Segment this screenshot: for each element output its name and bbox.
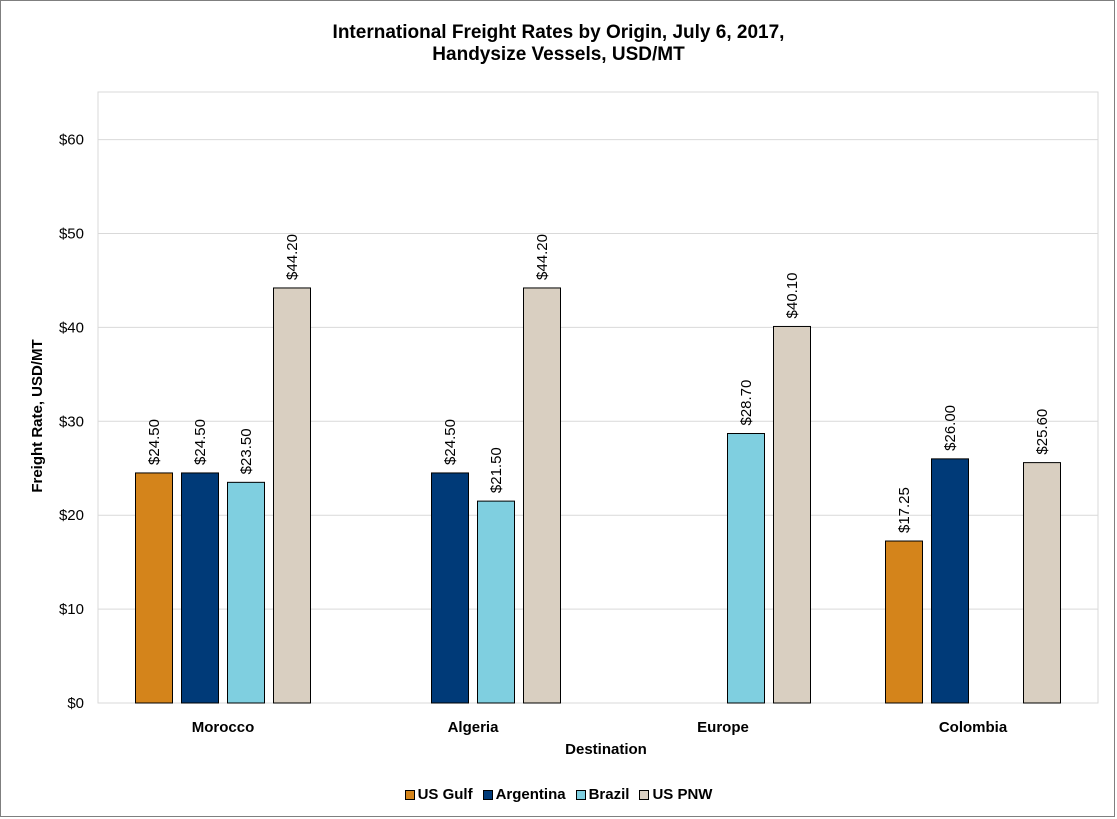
y-tick-label: $30: [59, 413, 84, 430]
y-tick-label: $0: [67, 695, 84, 712]
y-tick-label: $40: [59, 319, 84, 336]
data-label: $44.20: [284, 234, 301, 280]
y-tick-label: $20: [59, 507, 84, 524]
bar-us-gulf-colombia: [885, 540, 923, 704]
x-category-label: Morocco: [192, 719, 255, 736]
chart-title-line2: Handysize Vessels, USD/MT: [432, 44, 685, 65]
chart-title-line1: International Freight Rates by Origin, J…: [332, 22, 785, 43]
bar-brazil-algeria: [477, 500, 515, 704]
bar-us-pnw-colombia: [1023, 462, 1061, 704]
data-label: $24.50: [442, 419, 459, 465]
bar-us-pnw-morocco: [273, 287, 311, 704]
bar-brazil-morocco: [227, 481, 265, 704]
data-label: $40.10: [784, 273, 801, 319]
x-axis-label: Destination: [565, 741, 647, 758]
bar-chart: $0$10$20$30$40$50$60 $24.50 $24.50 $23.50$…: [29, 91, 1099, 758]
y-tick-labels: $0 $10 $20 $30 $40 $50 $60: [59, 132, 84, 712]
legend: US Gulf Argentina Brazil US PNW: [0, 786, 1117, 803]
data-label: $28.70: [738, 380, 755, 426]
data-label: $24.50: [192, 419, 209, 465]
legend-label: US PNW: [652, 786, 713, 803]
legend-item: US PNW: [639, 786, 712, 803]
y-tick-label: $60: [59, 132, 84, 149]
y-tick-label: $10: [59, 601, 84, 618]
legend-label: Brazil: [588, 786, 630, 803]
legend-item: US Gulf: [404, 786, 473, 803]
bar-argentina-morocco: [181, 472, 219, 704]
data-label: $26.00: [942, 405, 959, 451]
bar-brazil-europe: [727, 433, 765, 704]
data-labels: $24.50 $24.50 $23.50 $44.20 $24.50 $21.50 $44.…: [146, 234, 1051, 533]
legend-swatch: [639, 789, 650, 800]
x-category-label: Colombia: [939, 719, 1008, 736]
data-label: $44.20: [534, 234, 551, 280]
legend-item: Argentina: [482, 786, 566, 803]
bars: [135, 287, 1061, 704]
data-label: $23.50: [238, 428, 255, 474]
legend-item: Brazil: [575, 786, 630, 803]
data-label: $21.50: [488, 447, 505, 493]
x-category-label: Europe: [697, 719, 749, 736]
data-label: $17.25: [896, 487, 913, 533]
legend-label: Argentina: [495, 786, 566, 803]
bar-argentina-colombia: [931, 458, 969, 704]
legend-swatch: [575, 789, 586, 800]
y-axis-label: Freight Rate, USD/MT: [29, 339, 46, 492]
data-label: $25.60: [1034, 409, 1051, 455]
chart-title: International Freight Rates by Origin, J…: [0, 22, 1117, 66]
legend-swatch: [482, 789, 493, 800]
y-tick-label: $50: [59, 226, 84, 243]
plot-area-border: [97, 91, 1099, 704]
x-category-labels: Morocco Algeria Europe Colombia: [192, 719, 1008, 736]
legend-label: US Gulf: [417, 786, 473, 803]
bar-us-gulf-morocco: [135, 472, 173, 704]
legend-swatch: [404, 789, 415, 800]
x-category-label: Algeria: [448, 719, 500, 736]
bar-us-pnw-europe: [773, 325, 811, 704]
bar-argentina-algeria: [431, 472, 469, 704]
data-label: $24.50: [146, 419, 163, 465]
bar-us-pnw-algeria: [523, 287, 561, 704]
